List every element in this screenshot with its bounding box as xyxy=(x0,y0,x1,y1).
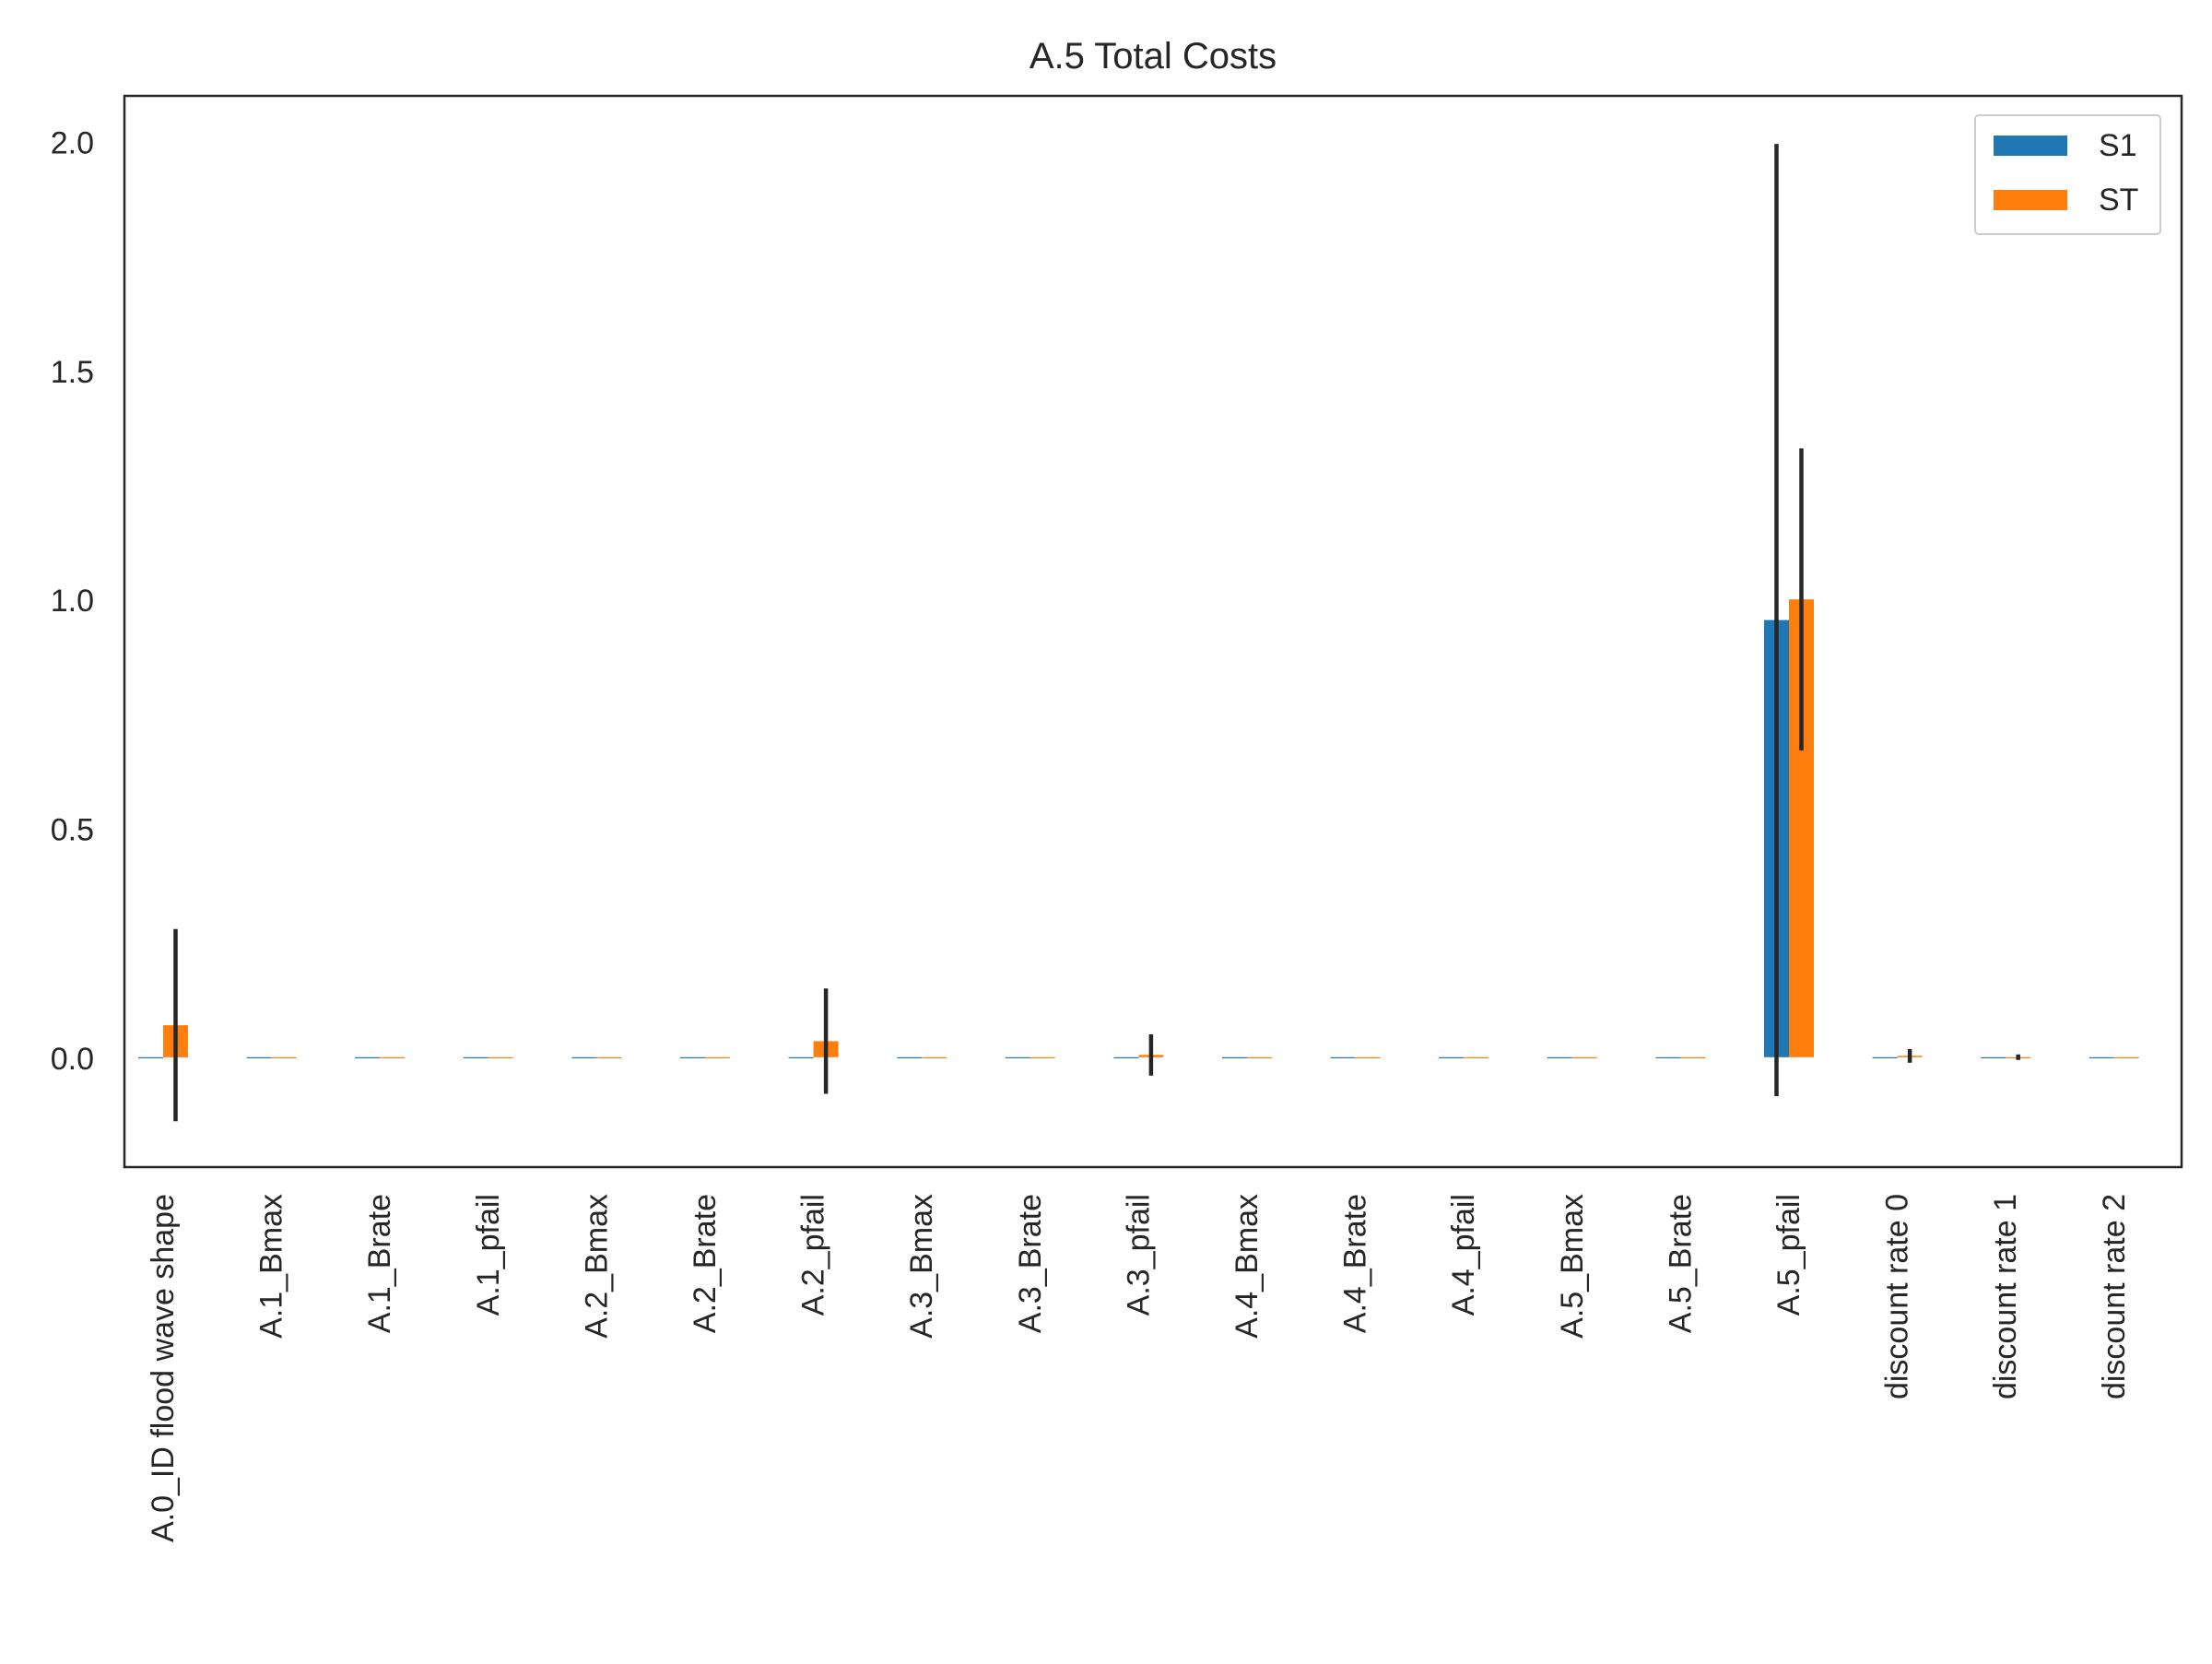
x-tick-label: A.2_Brate xyxy=(688,1194,723,1333)
bar-s1-18 xyxy=(2088,1056,2114,1058)
y-tick-label: 2.0 xyxy=(51,126,94,161)
bar-s1-2 xyxy=(355,1056,381,1058)
bar-s1-4 xyxy=(571,1056,597,1058)
bar-st-10 xyxy=(1247,1056,1272,1058)
x-tick-label: A.2_pfail xyxy=(796,1194,831,1316)
bar-st-11 xyxy=(1355,1056,1381,1058)
bar-s1-5 xyxy=(680,1056,705,1058)
bar-s1-0 xyxy=(138,1056,163,1058)
bar-st-4 xyxy=(596,1056,622,1058)
bar-s1-11 xyxy=(1330,1056,1356,1058)
x-tick-label: A.3_Bmax xyxy=(904,1194,939,1339)
y-axis-ticks: 0.0 0.5 1.0 1.5 2.0 xyxy=(51,126,94,1077)
x-tick-label: discount rate 0 xyxy=(1880,1194,1915,1399)
legend-swatch-st xyxy=(1994,190,2067,210)
x-tick-label: A.3_Brate xyxy=(1013,1194,1048,1333)
x-tick-label: A.5_Brate xyxy=(1663,1194,1698,1333)
x-tick-label: A.3_pfail xyxy=(1121,1194,1156,1316)
x-tick-label: A.0_ID flood wave shape xyxy=(146,1194,181,1542)
bar-st-3 xyxy=(488,1056,513,1058)
bar-s1-7 xyxy=(897,1056,923,1058)
bar-s1-3 xyxy=(463,1056,488,1058)
bar-st-12 xyxy=(1464,1056,1489,1058)
x-tick-label: discount rate 1 xyxy=(1988,1194,2023,1399)
x-axis-ticks: A.0_ID flood wave shape A.1_Bmax A.1_Brate… xyxy=(146,1194,2132,1542)
bar-s1-13 xyxy=(1547,1056,1572,1058)
legend-label-s1: S1 xyxy=(2099,128,2137,163)
chart-title: A.5 Total Costs xyxy=(1030,36,1277,77)
plot-frame xyxy=(123,94,2183,1169)
legend-label-st: ST xyxy=(2099,183,2138,218)
bar-st-18 xyxy=(2113,1056,2139,1058)
x-tick-label: A.4_Bmax xyxy=(1230,1194,1265,1339)
bar-st-5 xyxy=(705,1056,730,1058)
y-tick-label: 1.5 xyxy=(51,355,94,390)
legend-swatch-s1 xyxy=(1994,136,2067,156)
bar-s1-16 xyxy=(1872,1056,1898,1058)
bar-st-8 xyxy=(1030,1056,1055,1058)
bar-s1-14 xyxy=(1655,1056,1681,1058)
y-tick-label: 1.0 xyxy=(51,584,94,619)
x-tick-label: A.1_Brate xyxy=(362,1194,397,1333)
x-tick-label: A.2_Bmax xyxy=(579,1194,614,1339)
bar-s1-1 xyxy=(246,1056,272,1058)
x-tick-label: discount rate 2 xyxy=(2097,1194,2132,1399)
bar-s1-8 xyxy=(1005,1056,1030,1058)
x-tick-label: A.4_pfail xyxy=(1446,1194,1481,1316)
bar-st-2 xyxy=(380,1056,406,1058)
error-bars-layer xyxy=(173,144,2020,1122)
bar-s1-17 xyxy=(1981,1056,2006,1058)
x-tick-label: A.1_Bmax xyxy=(254,1194,289,1339)
bar-st-7 xyxy=(922,1056,947,1058)
x-tick-label: A.1_pfail xyxy=(471,1194,506,1316)
bar-st-1 xyxy=(271,1056,297,1058)
bar-s1-10 xyxy=(1222,1056,1247,1058)
y-tick-label: 0.0 xyxy=(51,1042,94,1077)
bar-st-14 xyxy=(1680,1056,1706,1058)
bars-layer xyxy=(138,599,2139,1058)
bar-s1-6 xyxy=(788,1056,814,1058)
x-tick-label: A.5_Bmax xyxy=(1555,1194,1590,1339)
x-tick-label: A.4_Brate xyxy=(1338,1194,1373,1333)
bar-s1-12 xyxy=(1439,1056,1465,1058)
bar-s1-9 xyxy=(1113,1056,1139,1058)
legend: S1 ST xyxy=(1974,114,2161,235)
x-tick-label: A.5_pfail xyxy=(1771,1194,1806,1316)
y-tick-label: 0.5 xyxy=(51,813,94,848)
bar-st-13 xyxy=(1571,1056,1597,1058)
